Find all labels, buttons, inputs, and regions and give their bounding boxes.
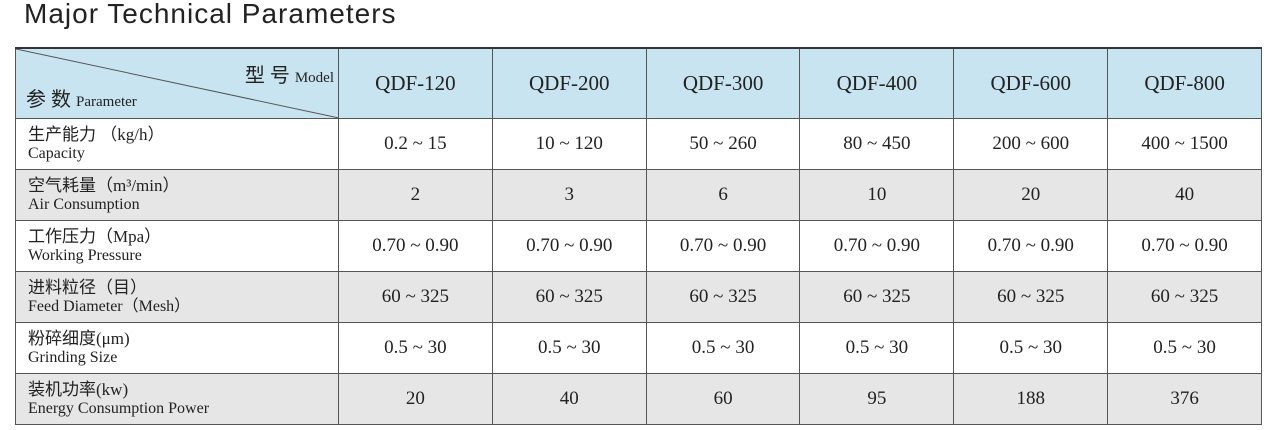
value-cell: 3	[491, 169, 647, 221]
value-cell: 2	[338, 169, 493, 221]
value-cell: 0.2 ~ 15	[338, 118, 493, 170]
value-cell: 0.5 ~ 30	[338, 322, 493, 374]
label-en: Energy Consumption Power	[28, 400, 210, 417]
value-cell: 60 ~ 325	[953, 271, 1109, 323]
title: Major Technical Parameters	[24, 0, 397, 29]
model-en: Model	[294, 70, 334, 86]
table-row: 工作压力（Mpa） Working Pressure 0.70 ~ 0.90 0.70…	[15, 220, 1262, 272]
column-header: QDF-400	[799, 47, 955, 119]
value-cell: 0.70 ~ 0.90	[645, 220, 801, 272]
label-cn: 空气耗量（m³/min）	[28, 176, 180, 195]
row-label: 装机功率(kw) Energy Consumption Power	[15, 373, 339, 425]
label-en: Capacity	[28, 145, 85, 162]
value-cell: 50 ~ 260	[645, 118, 801, 170]
header-row: 型 号 Model 参 数 Parameter QDF-120 QDF-200 QD…	[15, 47, 1262, 119]
value-cell: 80 ~ 450	[799, 118, 955, 170]
label-cn: 粉碎细度(μm)	[28, 329, 130, 348]
value-cell: 0.70 ~ 0.90	[491, 220, 647, 272]
value-cell: 20	[338, 373, 493, 425]
value-cell: 0.70 ~ 0.90	[953, 220, 1109, 272]
column-header: QDF-300	[645, 47, 801, 119]
value-cell: 0.5 ~ 30	[645, 322, 801, 374]
value-cell: 0.5 ~ 30	[491, 322, 647, 374]
label-en: Feed Diameter（Mesh）	[28, 298, 191, 315]
value-cell: 40	[491, 373, 647, 425]
value-cell: 188	[953, 373, 1109, 425]
value-cell: 0.5 ~ 30	[799, 322, 955, 374]
value-cell: 0.70 ~ 0.90	[799, 220, 955, 272]
column-header: QDF-200	[491, 47, 647, 119]
table-row: 粉碎细度(μm) Grinding Size 0.5 ~ 30 0.5 ~ 30 0.5…	[15, 322, 1262, 374]
table-row: 生产能力 （kg/h） Capacity 0.2 ~ 15 10 ~ 120 50 ~ …	[15, 118, 1262, 170]
row-label: 粉碎细度(μm) Grinding Size	[15, 322, 339, 374]
label-cn: 工作压力（Mpa）	[28, 227, 162, 246]
label-cn: 生产能力 （kg/h）	[28, 125, 165, 144]
value-cell: 60	[645, 373, 801, 425]
column-header: QDF-600	[953, 47, 1109, 119]
corner-cell: 型 号 Model 参 数 Parameter	[15, 47, 339, 119]
value-cell: 95	[799, 373, 955, 425]
label-en: Working Pressure	[28, 247, 142, 264]
param-label: 参 数 Parameter	[26, 83, 137, 112]
value-cell: 60 ~ 325	[1107, 271, 1262, 323]
value-cell: 0.5 ~ 30	[953, 322, 1109, 374]
value-cell: 376	[1107, 373, 1262, 425]
value-cell: 200 ~ 600	[953, 118, 1109, 170]
value-cell: 0.70 ~ 0.90	[338, 220, 493, 272]
label-en: Grinding Size	[28, 349, 118, 366]
value-cell: 60 ~ 325	[645, 271, 801, 323]
value-cell: 20	[953, 169, 1109, 221]
table-row: 装机功率(kw) Energy Consumption Power 20 40 60 95…	[15, 373, 1262, 425]
value-cell: 0.5 ~ 30	[1107, 322, 1262, 374]
value-cell: 0.70 ~ 0.90	[1107, 220, 1262, 272]
label-cn: 进料粒径（目）	[28, 278, 147, 297]
row-label: 进料粒径（目） Feed Diameter（Mesh）	[15, 271, 339, 323]
diagonal	[16, 49, 339, 118]
parameter-table: 型 号 Model 参 数 Parameter QDF-120 QDF-200 QD…	[15, 47, 1262, 425]
model-label: 型 号 Model	[245, 59, 334, 88]
label-en: Air Consumption	[28, 196, 140, 213]
row-label: 工作压力（Mpa） Working Pressure	[15, 220, 339, 272]
param-en: Parameter	[76, 94, 137, 110]
value-cell: 40	[1107, 169, 1262, 221]
column-header: QDF-800	[1107, 47, 1262, 119]
table-row: 空气耗量（m³/min） Air Consumption 2 3 6 10 20 40	[15, 169, 1262, 221]
table-row: 进料粒径（目） Feed Diameter（Mesh） 60 ~ 325 60 ~ 3…	[15, 271, 1262, 323]
value-cell: 10 ~ 120	[491, 118, 647, 170]
value-cell: 400 ~ 1500	[1107, 118, 1262, 170]
row-label: 空气耗量（m³/min） Air Consumption	[15, 169, 339, 221]
value-cell: 60 ~ 325	[491, 271, 647, 323]
value-cell: 6	[645, 169, 801, 221]
value-cell: 60 ~ 325	[799, 271, 955, 323]
column-header: QDF-120	[338, 47, 493, 119]
value-cell: 10	[799, 169, 955, 221]
value-cell: 60 ~ 325	[338, 271, 493, 323]
label-cn: 装机功率(kw)	[28, 380, 129, 399]
row-label: 生产能力 （kg/h） Capacity	[15, 118, 339, 170]
model-cn: 型 号	[244, 65, 290, 87]
param-cn: 参 数	[26, 89, 71, 111]
